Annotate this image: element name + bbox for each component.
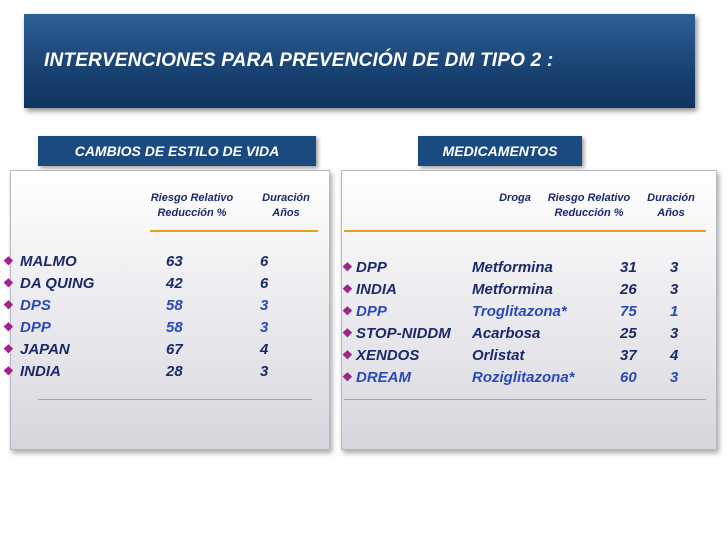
row-years: 3 [670,324,679,342]
diamond-bullet-icon: ❖ [3,298,14,312]
table-row: ❖ STOP-NIDDM Acarbosa 25 3 [340,322,710,344]
medications-label-text: MEDICAMENTOS [442,143,558,159]
row-name: DPP [356,302,387,320]
table-row: ❖ DA QUING 42 6 [0,272,320,294]
lifestyle-label-text: CAMBIOS DE ESTILO DE VIDA [74,143,280,159]
row-name: DREAM [356,368,411,386]
row-reduction: 75 [620,302,637,320]
diamond-bullet-icon: ❖ [3,254,14,268]
diamond-bullet-icon: ❖ [3,364,14,378]
left-header-duration-line2: Años [272,207,300,219]
row-reduction: 63 [166,252,183,270]
diamond-bullet-icon: ❖ [342,260,353,274]
row-years: 6 [260,252,269,270]
right-footer-divider [344,399,706,400]
diamond-bullet-icon: ❖ [3,276,14,290]
row-reduction: 67 [166,340,183,358]
row-years: 6 [260,274,269,292]
row-years: 3 [670,280,679,298]
table-row: ❖ XENDOS Orlistat 37 4 [340,344,710,366]
left-header-risk-line2: Reducción % [157,207,227,219]
row-years: 4 [670,346,679,364]
table-row: ❖ INDIA 28 3 [0,360,320,382]
row-years: 3 [260,296,269,314]
row-reduction: 58 [166,318,183,336]
left-header-duration-line1: Duración [262,192,310,204]
row-years: 3 [260,318,269,336]
right-header-divider [344,230,706,232]
row-reduction: 26 [620,280,637,298]
table-row: ❖ JAPAN 67 4 [0,338,320,360]
row-reduction: 60 [620,368,637,386]
right-header-duration: Duración Años [638,191,704,221]
row-drug: Orlistat [472,346,525,364]
row-drug: Troglitazona* [472,302,567,320]
right-header-duration-line1: Duración [647,192,695,204]
row-drug: Metformina [472,280,553,298]
page-title: INTERVENCIONES PARA PREVENCIÓN DE DM TIP… [44,50,554,71]
left-header-duration: Duración Años [250,191,322,221]
row-name: STOP-NIDDM [356,324,451,342]
medications-label: MEDICAMENTOS [418,136,582,166]
diamond-bullet-icon: ❖ [342,326,353,340]
left-header-risk: Riesgo Relativo Reducción % [144,191,240,221]
row-name: DPP [356,258,387,276]
medications-panel [341,170,717,450]
table-row: ❖ DPP 58 3 [0,316,320,338]
row-name: INDIA [356,280,397,298]
left-footer-divider [38,399,312,400]
diamond-bullet-icon: ❖ [342,304,353,318]
row-name: INDIA [20,362,61,380]
row-reduction: 37 [620,346,637,364]
table-row: ❖ DPP Troglitazona* 75 1 [340,300,710,322]
right-header-risk-line2: Reducción % [554,207,624,219]
row-reduction: 31 [620,258,637,276]
diamond-bullet-icon: ❖ [342,348,353,362]
row-years: 4 [260,340,269,358]
row-name: DPP [20,318,51,336]
right-header-risk-line1: Riesgo Relativo [547,192,631,204]
row-drug: Roziglitazona* [472,368,575,386]
lifestyle-label: CAMBIOS DE ESTILO DE VIDA [38,136,316,166]
row-reduction: 42 [166,274,183,292]
right-header-drug-text: Droga [499,192,531,204]
row-name: DPS [20,296,51,314]
row-drug: Metformina [472,258,553,276]
left-header-divider [150,230,318,232]
diamond-bullet-icon: ❖ [3,342,14,356]
right-header-risk: Riesgo Relativo Reducción % [540,191,638,221]
diamond-bullet-icon: ❖ [3,320,14,334]
left-header-risk-line1: Riesgo Relativo [150,192,234,204]
diamond-bullet-icon: ❖ [342,282,353,296]
row-name: DA QUING [20,274,95,292]
table-row: ❖ INDIA Metformina 26 3 [340,278,710,300]
row-years: 3 [670,258,679,276]
title-banner: INTERVENCIONES PARA PREVENCIÓN DE DM TIP… [24,14,695,108]
row-drug: Acarbosa [472,324,541,342]
diamond-bullet-icon: ❖ [342,370,353,384]
table-row: ❖ DPS 58 3 [0,294,320,316]
row-name: XENDOS [356,346,420,364]
table-row: ❖ MALMO 63 6 [0,250,320,272]
right-header-duration-line2: Años [657,207,685,219]
row-name: MALMO [20,252,77,270]
row-years: 3 [260,362,269,380]
table-row: ❖ DPP Metformina 31 3 [340,256,710,278]
row-reduction: 58 [166,296,183,314]
row-years: 1 [670,302,679,320]
right-header-drug: Droga [490,191,540,206]
row-years: 3 [670,368,679,386]
lifestyle-panel [10,170,330,450]
table-row: ❖ DREAM Roziglitazona* 60 3 [340,366,710,388]
row-reduction: 28 [166,362,183,380]
row-reduction: 25 [620,324,637,342]
row-name: JAPAN [20,340,70,358]
